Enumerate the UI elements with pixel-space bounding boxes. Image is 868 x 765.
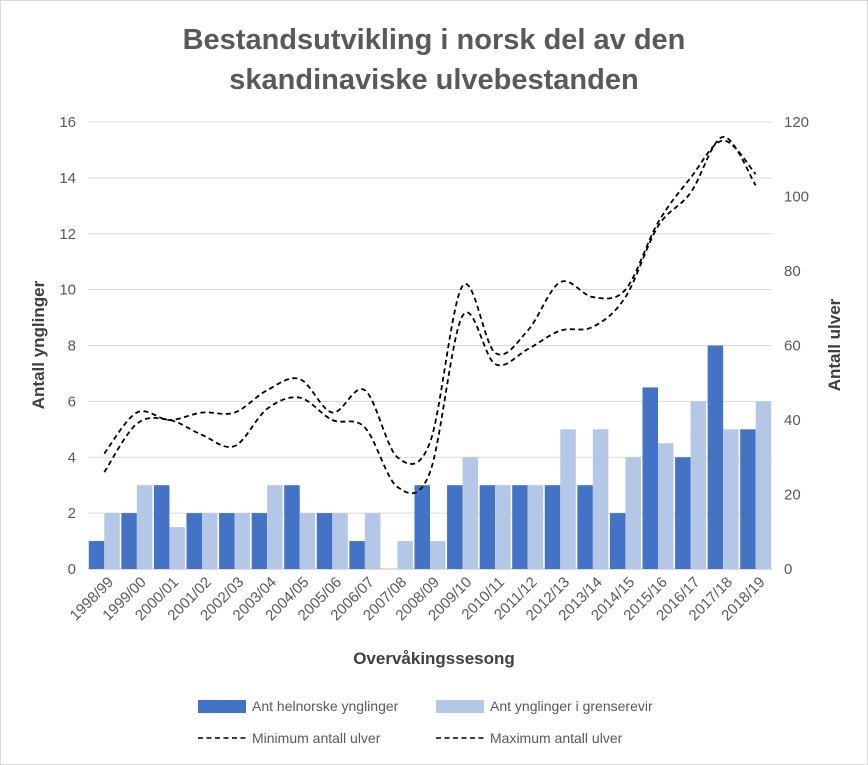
bar-grenserevir [430,541,446,569]
bar-helnorske [479,485,496,569]
bar-grenserevir [267,485,283,569]
y2-tick-label: 80 [784,263,801,280]
bar-grenserevir [690,401,707,569]
line-maximum [103,139,757,465]
legend: Ant helnorske ynglinger Ant ynglinger i … [198,698,653,746]
bar-grenserevir [625,457,641,569]
bar-grenserevir [592,429,609,569]
bar-grenserevir [202,513,218,569]
bars [88,345,772,569]
bar-helnorske [316,513,333,569]
bar-grenserevir [495,485,511,569]
bar-helnorske [153,485,170,569]
y-tick-label: 16 [59,114,76,131]
y-tick-label: 14 [59,170,76,187]
bar-grenserevir [169,527,185,569]
bar-helnorske [609,513,626,569]
y2-tick-label: 120 [784,114,809,131]
bar-helnorske [740,429,756,569]
line-series [103,136,757,495]
y-tick-label: 6 [68,393,76,410]
legend-label-maximum: Maximum antall ulver [490,730,623,746]
bar-helnorske [675,457,691,569]
bar-grenserevir [234,513,251,569]
y-tick-label: 12 [59,226,76,243]
bar-helnorske [707,345,724,569]
legend-label-grenserevir: Ant ynglinger i grenserevir [490,698,653,714]
bar-grenserevir [299,513,316,569]
legend-label-minimum: Minimum antall ulver [252,730,381,746]
y-axis-title: Antall ynglinger [29,280,48,409]
bar-grenserevir [397,541,413,569]
bar-grenserevir [527,485,544,569]
y2-axis-title: Antall ulver [825,298,844,391]
line-minimum [103,136,757,495]
bar-helnorske [349,541,365,569]
legend-swatch-helnorske [198,700,246,713]
bar-helnorske [219,513,235,569]
bar-grenserevir [560,429,576,569]
bar-grenserevir [104,513,120,569]
chart-title: Bestandsutvikling i norsk del av den ska… [183,24,686,96]
bar-helnorske [544,485,561,569]
y2-tick-label: 20 [784,487,801,504]
bar-helnorske [512,485,528,569]
bar-helnorske [186,513,202,569]
y2-tick-label: 60 [784,338,801,355]
y-tick-label: 8 [68,338,76,355]
y-tick-label: 0 [68,561,76,578]
bar-grenserevir [364,513,381,569]
right-axis-ticks: 0 20 40 60 80 100 120 [784,114,809,578]
y-tick-label: 2 [68,505,76,522]
chart-title-line-1: Bestandsutvikling i norsk del av den [183,24,686,56]
bar-helnorske [414,485,430,569]
bar-helnorske [642,387,658,569]
bar-grenserevir [658,443,674,569]
left-axis-ticks: 0 2 4 6 8 10 12 14 16 [59,114,76,578]
y2-tick-label: 0 [784,561,792,578]
y-tick-label: 4 [68,449,76,466]
bar-helnorske [284,485,300,569]
y2-tick-label: 100 [784,189,809,206]
x-axis-title: Overvåkingssesong [353,649,515,668]
bar-grenserevir [332,513,348,569]
bar-helnorske [251,513,268,569]
y2-tick-label: 40 [784,412,801,429]
bar-helnorske [88,541,105,569]
bar-helnorske [121,513,137,569]
legend-label-helnorske: Ant helnorske ynglinger [252,698,399,714]
bar-helnorske [447,485,463,569]
bar-helnorske [577,485,593,569]
y-tick-label: 10 [59,282,76,299]
bar-grenserevir [723,429,739,569]
bar-grenserevir [136,485,153,569]
x-axis-ticks: 1998/991999/002000/012001/022002/032003/… [67,574,769,624]
legend-swatch-grenserevir [436,700,484,713]
bar-grenserevir [755,401,772,569]
bar-grenserevir [462,457,479,569]
chart-title-line-2: skandinaviske ulvebestanden [229,64,638,96]
